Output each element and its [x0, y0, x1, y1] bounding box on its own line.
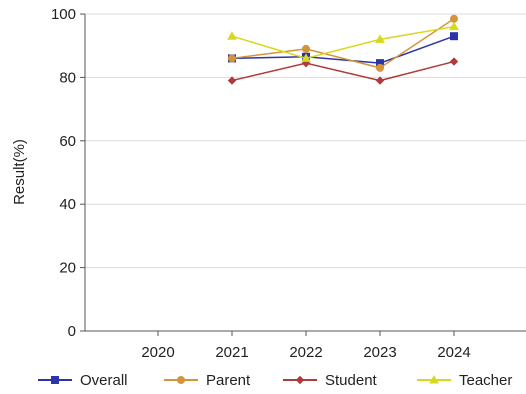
- x-tick-label: 2023: [363, 344, 396, 361]
- y-tick-label: 20: [59, 260, 76, 277]
- grid-lines: [85, 13, 526, 269]
- series-parent: [228, 14, 458, 72]
- data-point-circle: [177, 376, 185, 384]
- x-tick-label: 2022: [289, 344, 322, 361]
- x-tick-labels: 2020 2021 2022 2023 2024: [141, 331, 471, 361]
- data-point-diamond: [227, 76, 237, 85]
- x-tick-label: 2024: [437, 344, 470, 361]
- series-overall: [228, 32, 458, 68]
- y-tick-label: 60: [59, 133, 76, 150]
- data-point-square: [51, 376, 59, 384]
- data-point-diamond: [375, 76, 385, 85]
- legend-label: Teacher: [459, 372, 512, 389]
- legend-item-overall: Overall: [38, 372, 128, 389]
- series-student: [227, 57, 459, 85]
- y-tick-label: 100: [51, 6, 76, 23]
- legend-item-teacher: Teacher: [417, 372, 512, 389]
- series-teacher: [227, 21, 459, 62]
- legend-item-parent: Parent: [164, 372, 251, 389]
- data-point-circle: [376, 63, 384, 72]
- y-tick-label: 40: [59, 196, 76, 213]
- data-point-triangle: [449, 21, 459, 31]
- y-tick-label: 0: [68, 323, 76, 340]
- data-point-triangle: [429, 374, 439, 384]
- y-axis-title: Result(%): [11, 139, 28, 205]
- data-series: [227, 14, 459, 85]
- series-line: [231, 18, 455, 69]
- y-tick-label: 80: [59, 69, 76, 86]
- data-point-triangle: [375, 34, 385, 43]
- data-point-square: [450, 32, 458, 41]
- legend-label: Overall: [80, 372, 128, 389]
- series-line: [231, 60, 455, 82]
- legend-label: Student: [325, 372, 378, 389]
- x-tick-label: 2021: [215, 344, 248, 361]
- data-point-diamond: [295, 375, 305, 385]
- series-line: [231, 35, 455, 64]
- data-point-triangle: [227, 31, 237, 40]
- y-tick-labels: 0 20 40 60 80 100: [51, 6, 85, 340]
- series-line: [231, 25, 455, 60]
- data-point-circle: [450, 14, 458, 23]
- data-point-circle: [228, 54, 236, 63]
- legend-label: Parent: [206, 372, 251, 389]
- data-point-triangle: [301, 53, 311, 62]
- legend: Overall Parent Student Teacher: [38, 372, 512, 389]
- data-point-diamond: [449, 57, 459, 66]
- data-point-circle: [302, 44, 310, 53]
- legend-item-student: Student: [283, 372, 378, 389]
- x-tick-label: 2020: [141, 344, 174, 361]
